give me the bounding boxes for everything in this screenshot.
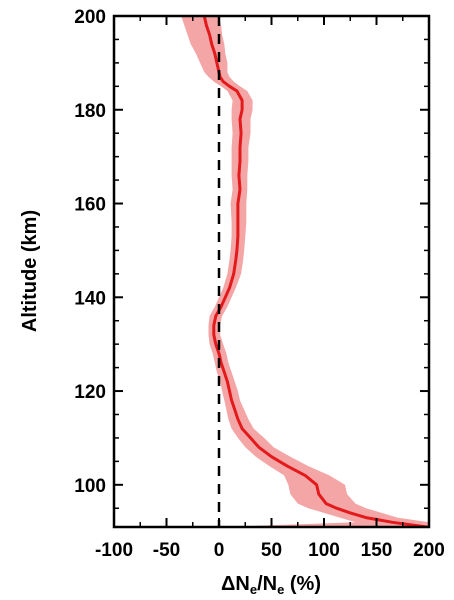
y-tick-label: 100: [74, 476, 106, 497]
uncertainty-band-0: [181, 16, 429, 527]
y-tick-label: 120: [74, 382, 106, 403]
plot-area: [181, 16, 429, 527]
y-tick-label: 200: [74, 7, 106, 28]
x-tick-label: 200: [413, 540, 445, 561]
y-tick-label: 140: [74, 288, 106, 309]
x-axis: -100 -50 0 50 100 150 200: [95, 16, 445, 561]
x-tick-label: 50: [261, 540, 282, 561]
x-tick-label: -100: [95, 540, 133, 561]
y-tick-label: 180: [74, 101, 106, 122]
y-tick-label: 160: [74, 195, 106, 216]
y-axis: 100 120 140 160 180 200: [74, 7, 429, 509]
x-tick-label: 150: [361, 540, 393, 561]
series-line-0: [202, 16, 428, 527]
y-axis-title: Altitude (km): [19, 210, 41, 332]
x-axis-title: ΔNe/Ne (%): [221, 573, 321, 597]
x-tick-label: 0: [214, 540, 225, 561]
x-tick-label: -50: [153, 540, 180, 561]
x-tick-label: 100: [308, 540, 340, 561]
